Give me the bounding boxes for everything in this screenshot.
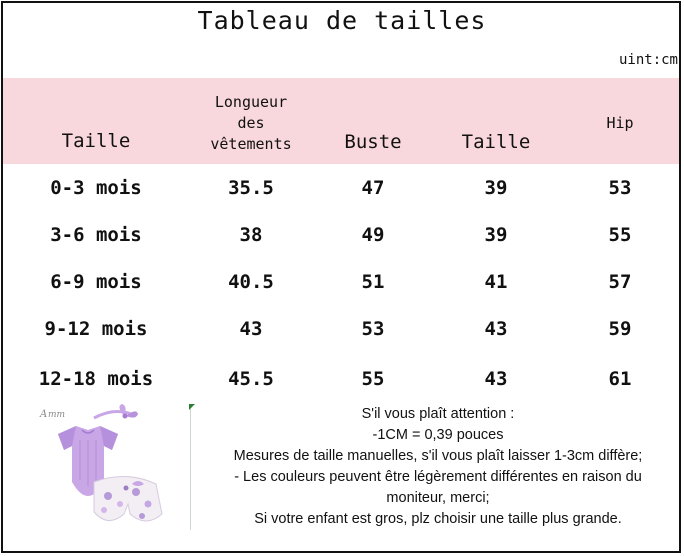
row-1-waist: 39 bbox=[484, 177, 508, 199]
note-line-3: Mesures de taille manuelles, s'il vous p… bbox=[233, 448, 643, 464]
row-5-bust: 55 bbox=[361, 368, 385, 390]
unit-label: uint:cm bbox=[618, 52, 678, 68]
row-4-bust: 53 bbox=[361, 318, 385, 340]
corner-marker bbox=[189, 404, 195, 410]
header-taille-2: Taille bbox=[461, 131, 531, 153]
shorts-icon bbox=[93, 475, 163, 522]
row-2-size: 3-6 mois bbox=[50, 224, 142, 246]
header-buste: Buste bbox=[344, 131, 402, 153]
row-2-hip: 55 bbox=[608, 224, 632, 246]
divider-line bbox=[190, 404, 191, 530]
row-4-hip: 59 bbox=[608, 318, 632, 340]
row-1-hip: 53 bbox=[608, 177, 632, 199]
note-line-4: - Les couleurs peuvent être légèrement d… bbox=[234, 469, 642, 485]
notes-block: S'il vous plaît attention : -1CM = 0,39 … bbox=[208, 404, 668, 530]
product-logo-rest: mm bbox=[48, 410, 65, 420]
row-2-bust: 49 bbox=[361, 224, 385, 246]
header-hip: Hip bbox=[606, 114, 634, 132]
row-4-length: 43 bbox=[239, 318, 263, 340]
product-image: A mm bbox=[39, 404, 163, 522]
headband-icon bbox=[93, 404, 138, 420]
note-line-2: -1CM = 0,39 pouces bbox=[372, 427, 504, 443]
header-longueur-line2: des bbox=[237, 114, 265, 132]
row-2-waist: 39 bbox=[484, 224, 508, 246]
row-5-size: 12-18 mois bbox=[38, 368, 154, 390]
header-taille: Taille bbox=[61, 130, 131, 152]
note-line-5: moniteur, merci; bbox=[386, 490, 490, 506]
row-3-waist: 41 bbox=[484, 271, 508, 293]
row-5-hip: 61 bbox=[608, 368, 632, 390]
row-1-length: 35.5 bbox=[228, 177, 274, 199]
row-5-waist: 43 bbox=[484, 368, 508, 390]
product-logo: A bbox=[39, 409, 47, 420]
header-band bbox=[3, 78, 679, 164]
bodysuit-icon bbox=[58, 426, 118, 496]
row-4-size: 9-12 mois bbox=[44, 318, 148, 340]
row-1-size: 0-3 mois bbox=[50, 177, 142, 199]
row-3-hip: 57 bbox=[608, 271, 632, 293]
row-5-length: 45.5 bbox=[228, 368, 274, 390]
note-line-6: Si votre enfant est gros, plz choisir un… bbox=[254, 511, 622, 527]
row-2-length: 38 bbox=[239, 224, 263, 246]
row-3-size: 6-9 mois bbox=[50, 271, 142, 293]
header-longueur-line3: vêtements bbox=[210, 135, 292, 153]
row-1-bust: 47 bbox=[361, 177, 385, 199]
row-3-length: 40.5 bbox=[228, 271, 274, 293]
header-longueur-line1: Longueur bbox=[214, 93, 288, 111]
row-3-bust: 51 bbox=[361, 271, 385, 293]
row-4-waist: 43 bbox=[484, 318, 508, 340]
header-longueur: Longueur des vêtements bbox=[196, 92, 306, 155]
chart-title: Tableau de tailles bbox=[197, 6, 487, 35]
note-line-1: S'il vous plaît attention : bbox=[361, 406, 515, 422]
